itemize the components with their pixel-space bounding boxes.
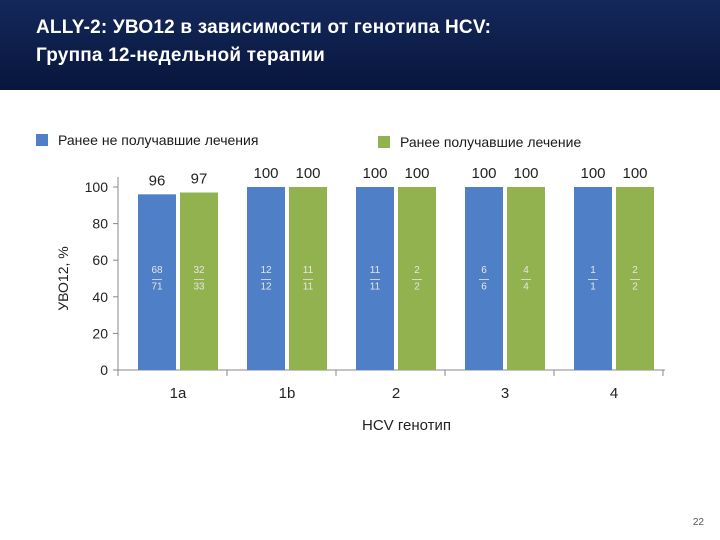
bar-n-label: 12 (260, 265, 272, 276)
bar-value-label: 100 (580, 165, 605, 182)
bar-value-label: 100 (362, 165, 387, 182)
bar-n-label: 11 (303, 265, 314, 276)
x-tick-label: 2 (392, 385, 400, 402)
bar-n-label: 32 (193, 265, 205, 276)
bar-1a-experienced (180, 192, 218, 370)
bar-value-label: 100 (253, 165, 278, 182)
bar-value-label: 96 (149, 172, 166, 189)
legend-item-experienced: Ранее получавшие лечение (378, 134, 581, 150)
bar-N-label: 1 (590, 281, 596, 292)
bar-N-label: 6 (481, 281, 487, 292)
bar-value-label: 100 (295, 165, 320, 182)
bar-N-label: 12 (260, 281, 272, 292)
x-axis-title: HCV генотип (362, 417, 451, 434)
bar-3-naive (465, 187, 503, 370)
y-tick-label: 80 (92, 216, 108, 232)
bar-1b-experienced (289, 187, 327, 370)
y-tick-label: 40 (92, 289, 108, 305)
legend-label-naive: Ранее не получавшие лечения (58, 132, 259, 148)
bar-n-label: 11 (370, 265, 381, 276)
bar-n-label: 2 (414, 265, 420, 276)
bar-2-experienced (398, 187, 436, 370)
bar-4-experienced (616, 187, 654, 370)
bar-1b-naive (247, 187, 285, 370)
bar-N-label: 2 (632, 281, 638, 292)
bar-4-naive (574, 187, 612, 370)
bar-value-label: 97 (191, 170, 208, 187)
bar-N-label: 11 (303, 281, 314, 292)
bar-N-label: 4 (523, 281, 529, 292)
legend-swatch-naive (36, 134, 48, 146)
slide-title-line-1: ALLY-2: УВО12 в зависимости от генотипа … (36, 17, 492, 38)
x-tick-label: 4 (610, 385, 618, 402)
x-tick-label: 3 (501, 385, 509, 402)
y-tick-label: 60 (92, 252, 108, 268)
slide-title: ALLY-2: УВО12 в зависимости от генотипа … (36, 14, 491, 70)
legend-swatch-experienced (378, 136, 390, 148)
bar-2-naive (356, 187, 394, 370)
bar-n-label: 1 (590, 265, 596, 276)
bar-value-label: 100 (471, 165, 496, 182)
bar-n-label: 68 (151, 265, 163, 276)
y-axis-title: УВО12, % (55, 246, 71, 310)
y-tick-label: 0 (100, 362, 108, 378)
bar-N-label: 33 (193, 281, 205, 292)
bar-value-label: 100 (404, 165, 429, 182)
title-banner: ALLY-2: УВО12 в зависимости от генотипа … (0, 0, 720, 90)
legend-label-experienced: Ранее получавшие лечение (400, 134, 582, 150)
bar-1a-naive (138, 194, 176, 370)
y-tick-label: 20 (92, 325, 108, 341)
slide-title-line-2: Группа 12-недельной терапии (36, 45, 325, 66)
y-tick-label: 100 (85, 179, 109, 195)
x-tick-label: 1b (279, 385, 296, 402)
bar-N-label: 71 (151, 281, 163, 292)
bar-3-experienced (507, 187, 545, 370)
bar-n-label: 6 (481, 265, 487, 276)
bar-N-label: 2 (414, 281, 420, 292)
bar-n-label: 4 (523, 265, 529, 276)
page-number: 22 (692, 517, 704, 528)
bar-value-label: 100 (513, 165, 538, 182)
bar-value-label: 100 (622, 165, 647, 182)
x-tick-label: 1a (170, 385, 187, 402)
legend-item-naive: Ранее не получавшие лечения (36, 132, 258, 148)
bar-N-label: 11 (370, 281, 381, 292)
bar-n-label: 2 (632, 265, 638, 276)
